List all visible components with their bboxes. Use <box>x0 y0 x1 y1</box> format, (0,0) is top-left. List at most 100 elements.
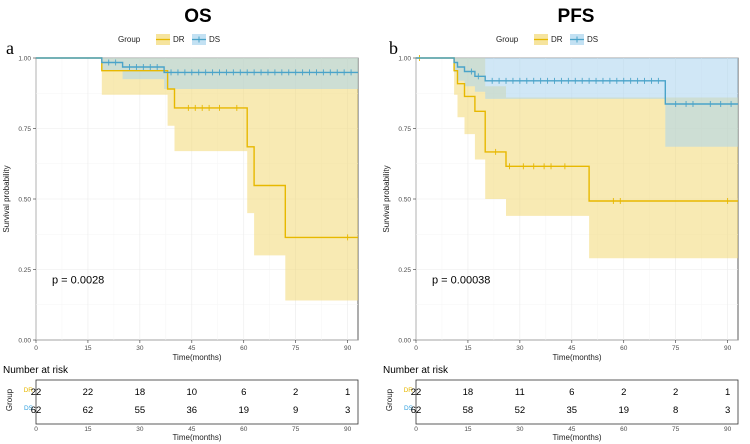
survival-curve-ds <box>36 57 358 74</box>
x-tick-label: 75 <box>672 345 680 352</box>
risk-count: 62 <box>83 405 94 416</box>
risk-count: 19 <box>618 405 629 416</box>
x-tick-label: 30 <box>516 345 524 352</box>
risk-count: 11 <box>515 387 525 398</box>
legend-label-ds: DS <box>209 35 220 44</box>
risk-group-label: Group <box>5 388 14 411</box>
risk-count: 2 <box>621 387 626 398</box>
risk-count: 36 <box>187 405 198 416</box>
risk-count: 62 <box>411 405 422 416</box>
risk-count: 10 <box>187 387 198 398</box>
risk-x-tick-label: 90 <box>724 426 732 433</box>
risk-count: 6 <box>241 387 246 398</box>
risk-row-label-ds: DS <box>24 405 34 412</box>
y-tick-label: 0.50 <box>398 196 411 203</box>
risk-x-tick-label: 15 <box>464 426 472 433</box>
risk-x-tick-label: 60 <box>240 426 248 433</box>
survival-curve-dr <box>36 57 358 239</box>
risk-count: 19 <box>238 405 249 416</box>
legend-label-ds: DS <box>587 35 598 44</box>
legend-title: Group <box>118 35 141 44</box>
risk-x-tick-label: 90 <box>344 426 352 433</box>
risk-count: 6 <box>569 387 574 398</box>
risk-table-frame <box>35 379 359 425</box>
x-tick-label: 75 <box>292 345 300 352</box>
legend-label-dr: DR <box>173 35 185 44</box>
risk-count: 2 <box>293 387 298 398</box>
risk-x-tick-label: 15 <box>84 426 92 433</box>
y-axis-label: Survival probability <box>382 165 391 232</box>
y-tick-label: 1.00 <box>398 55 411 62</box>
risk-count: 1 <box>725 387 730 398</box>
y-tick-label: 0.25 <box>18 267 31 274</box>
x-tick-label: 15 <box>464 345 472 352</box>
risk-count: 22 <box>31 387 42 398</box>
risk-count: 22 <box>83 387 94 398</box>
ci-band-ds <box>36 58 358 89</box>
risk-count: 62 <box>31 405 42 416</box>
legend: Group DR DS <box>118 34 220 45</box>
p-value: p = 0.0028 <box>52 275 104 287</box>
x-axis-label: Time(months) <box>552 353 601 362</box>
x-tick-label: 30 <box>136 345 144 352</box>
panel-title: OS <box>184 6 211 27</box>
y-tick-label: 0.75 <box>18 126 31 133</box>
legend: Group DR DS <box>496 34 598 45</box>
risk-count: 55 <box>135 405 146 416</box>
survival-curve-ds <box>416 57 738 105</box>
legend-label-dr: DR <box>551 35 563 44</box>
risk-x-tick-label: 0 <box>34 426 38 433</box>
risk-x-axis-label: Time(months) <box>172 433 221 442</box>
risk-count: 52 <box>515 405 526 416</box>
risk-count: 8 <box>673 405 678 416</box>
x-tick-label: 45 <box>568 345 576 352</box>
risk-x-tick-label: 45 <box>188 426 196 433</box>
y-tick-label: 0.00 <box>398 337 411 344</box>
legend-title: Group <box>496 35 519 44</box>
x-tick-label: 90 <box>344 345 352 352</box>
x-axis-label: Time(months) <box>172 353 221 362</box>
risk-count: 22 <box>411 387 422 398</box>
y-axis-label: Survival probability <box>2 165 11 232</box>
risk-x-tick-label: 60 <box>620 426 628 433</box>
panel-letter: a <box>6 38 14 58</box>
risk-x-tick-label: 30 <box>516 426 524 433</box>
x-tick-label: 45 <box>188 345 196 352</box>
x-tick-label: 60 <box>240 345 248 352</box>
risk-count: 9 <box>293 405 298 416</box>
x-tick-label: 90 <box>724 345 732 352</box>
risk-x-tick-label: 0 <box>414 426 418 433</box>
risk-count: 18 <box>463 387 474 398</box>
risk-x-tick-label: 75 <box>672 426 680 433</box>
y-tick-label: 1.00 <box>18 55 31 62</box>
risk-x-tick-label: 45 <box>568 426 576 433</box>
y-tick-label: 0.50 <box>18 196 31 203</box>
p-value: p = 0.00038 <box>432 275 490 287</box>
risk-x-axis-label: Time(months) <box>552 433 601 442</box>
panel-os: OSa Group DR DS0.000.250.500.751.000 15 30 45 6… <box>2 6 359 442</box>
risk-table-frame <box>415 379 739 425</box>
y-tick-label: 0.00 <box>18 337 31 344</box>
risk-count: 2 <box>673 387 678 398</box>
y-tick-label: 0.25 <box>398 267 411 274</box>
risk-count: 1 <box>345 387 350 398</box>
risk-row-label-dr: DR <box>24 387 34 394</box>
survival-curve-dr <box>416 57 738 202</box>
ci-band-dr <box>36 58 358 301</box>
risk-count: 3 <box>725 405 730 416</box>
risk-table-title: Number at risk <box>383 365 449 376</box>
y-tick-label: 0.75 <box>398 126 411 133</box>
panel-title: PFS <box>558 6 595 27</box>
x-tick-label: 60 <box>620 345 628 352</box>
x-tick-label: 0 <box>414 345 418 352</box>
x-tick-label: 15 <box>84 345 92 352</box>
x-tick-label: 0 <box>34 345 38 352</box>
panel-letter: b <box>389 38 398 58</box>
risk-group-label: Group <box>385 388 394 411</box>
risk-count: 3 <box>345 405 350 416</box>
risk-x-tick-label: 75 <box>292 426 300 433</box>
risk-row-label-dr: DR <box>404 387 414 394</box>
risk-count: 58 <box>463 405 474 416</box>
ci-band-dr <box>416 58 738 259</box>
